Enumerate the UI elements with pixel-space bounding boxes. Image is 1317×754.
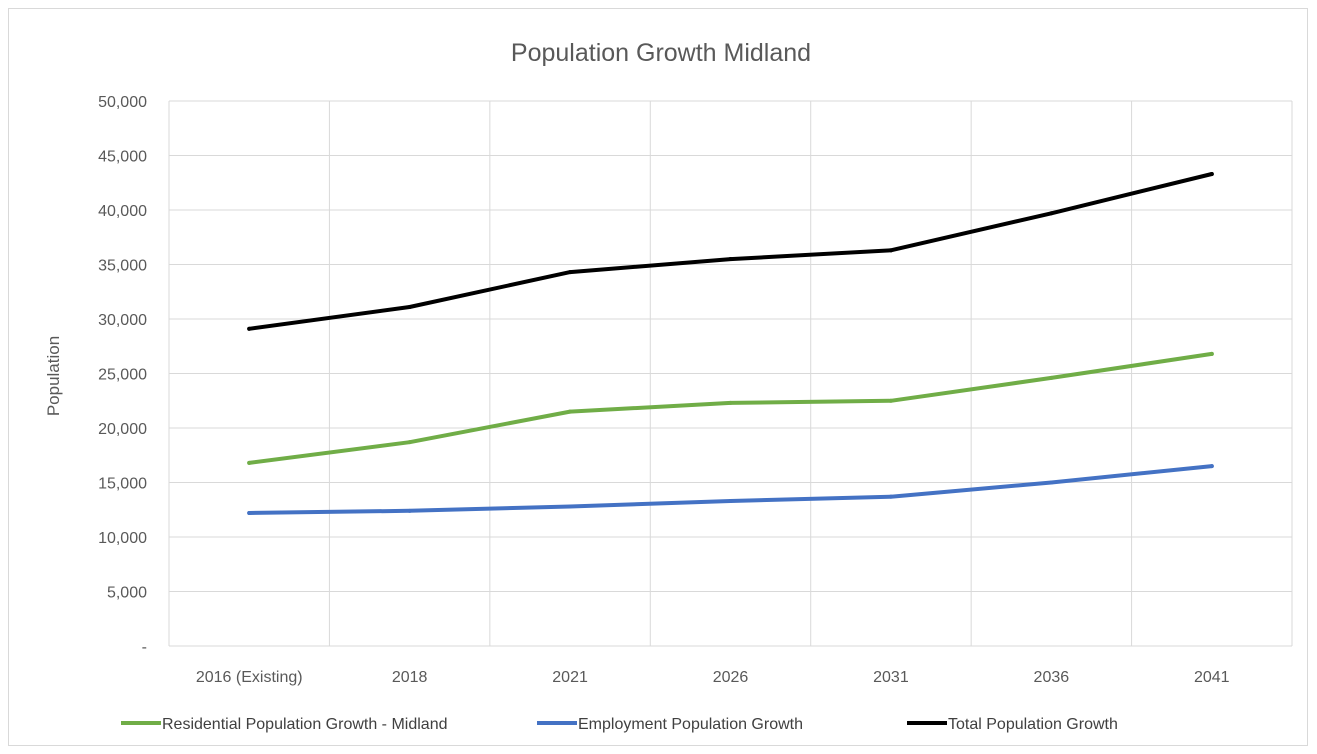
gridlines [168,100,1293,647]
legend-label: Employment Population Growth [578,716,803,733]
data-point [1209,351,1214,356]
x-tick-label: 2041 [1194,669,1230,686]
data-point [888,398,893,403]
data-point [1049,211,1054,216]
legend: Residential Population Growth - Midland E… [121,716,1118,733]
y-tick-label: 25,000 [98,367,147,384]
x-tick-label: 2031 [873,669,909,686]
y-tick-label: 10,000 [98,530,147,547]
data-point [247,511,252,516]
y-tick-label: 30,000 [98,312,147,329]
tick-labels: - 5,000 10,000 15,000 20,000 25,000 30,000 35,0… [98,94,1230,686]
x-tick-label: 2026 [713,669,749,686]
x-tick-label: 2036 [1034,669,1070,686]
data-point [568,504,573,509]
data-point [728,499,733,504]
x-tick-label: 2016 (Existing) [196,669,303,686]
y-tick-label: 35,000 [98,258,147,275]
legend-label: Residential Population Growth - Midland [162,716,447,733]
series-line-3 [247,172,1214,331]
data-point [568,409,573,414]
series-line-1 [247,351,1214,465]
y-axis-title: Population [44,336,63,416]
y-tick-label: 40,000 [98,203,147,220]
data-point [407,508,412,513]
y-tick-label: 20,000 [98,421,147,438]
series-lines [247,172,1214,516]
chart-frame: Population Growth Midland - 5,000 10,000 15… [8,8,1308,746]
data-point [728,400,733,405]
data-point [1209,172,1214,177]
data-point [888,494,893,499]
chart-title: Population Growth Midland [511,39,811,67]
x-tick-label: 2021 [552,669,588,686]
data-point [568,270,573,275]
data-point [407,440,412,445]
data-point [247,460,252,465]
data-point [888,248,893,253]
x-tick-label: 2018 [392,669,428,686]
chart-svg: Population Growth Midland - 5,000 10,000 15… [44,39,1293,733]
data-point [1049,375,1054,380]
data-point [1049,480,1054,485]
y-tick-label: - [142,639,147,656]
y-tick-label: 15,000 [98,476,147,493]
y-tick-label: 5,000 [107,585,147,602]
data-point [407,305,412,310]
legend-label: Total Population Growth [948,716,1118,733]
data-point [1209,464,1214,469]
data-point [728,257,733,262]
series-line-2 [247,464,1214,515]
y-tick-label: 50,000 [98,94,147,111]
y-tick-label: 45,000 [98,149,147,166]
data-point [247,326,252,331]
